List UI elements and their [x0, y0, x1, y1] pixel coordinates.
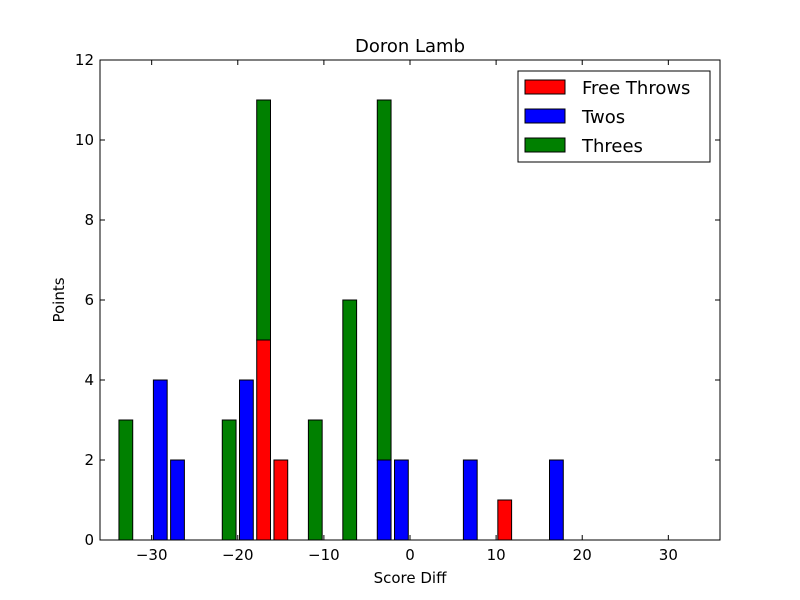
axis-ticks: −30 −20 −10 0 10 20 30 0 2 4 6 8 10 12: [75, 51, 720, 564]
bar-twos: [462, 459, 478, 541]
bar-twos: [394, 459, 409, 541]
legend-label-threes: Threes: [581, 136, 643, 157]
bar-threes: [342, 299, 358, 541]
y-tick-label: 12: [75, 51, 94, 69]
bar-twos: [376, 459, 392, 541]
x-tick-label: −20: [222, 546, 254, 564]
bar-threes: [118, 419, 134, 541]
y-tick-label: 0: [84, 531, 94, 549]
y-axis-label: Points: [50, 277, 68, 322]
bar-free-throws: [256, 339, 272, 541]
bar-twos: [549, 459, 564, 541]
bar-threes: [221, 419, 237, 541]
y-tick-label: 2: [84, 451, 94, 469]
y-tick-label: 6: [84, 291, 94, 309]
x-tick-label: −10: [308, 546, 340, 564]
bar-threes: [376, 99, 392, 461]
chart-title: Doron Lamb: [355, 36, 465, 57]
y-tick-label: 8: [84, 211, 94, 229]
legend-swatch-free-throws: [524, 79, 566, 95]
x-tick-label: 0: [405, 546, 415, 564]
bar-free-throws: [497, 499, 513, 541]
y-tick-label: 4: [84, 371, 94, 389]
y-tick-label: 10: [75, 131, 94, 149]
x-tick-label: −30: [136, 546, 168, 564]
x-tick-label: 10: [487, 546, 506, 564]
x-tick-label: 20: [573, 546, 592, 564]
bar-twos: [152, 379, 168, 541]
legend-swatch-twos: [524, 108, 566, 124]
x-tick-label: 30: [659, 546, 678, 564]
bar-twos: [170, 459, 185, 541]
bar-threes: [307, 419, 323, 541]
bar-twos: [239, 379, 254, 541]
legend-label-twos: Twos: [581, 107, 625, 128]
legend-swatch-threes: [524, 137, 566, 153]
bars-group: [118, 99, 564, 541]
legend-label-free-throws: Free Throws: [582, 78, 690, 99]
x-axis-label: Score Diff: [374, 569, 447, 587]
legend: Free Throws Twos Threes: [517, 70, 711, 163]
bar-free-throws: [273, 459, 289, 541]
bar-threes: [256, 99, 272, 341]
